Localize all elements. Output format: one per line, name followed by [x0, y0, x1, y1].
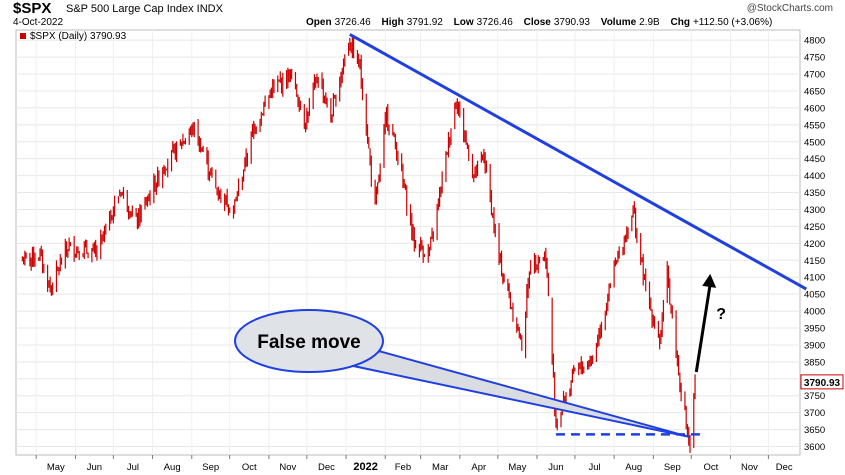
- y-tick-label: 4450: [804, 154, 825, 165]
- y-tick-label: 3700: [804, 408, 825, 419]
- y-tick-label: 4500: [804, 137, 825, 148]
- y-tick-label: 4550: [804, 120, 825, 131]
- callout-text: False move: [257, 332, 361, 353]
- y-tick-label: 4250: [804, 222, 825, 233]
- y-tick-label: 4750: [804, 53, 825, 64]
- y-tick-label: 4200: [804, 239, 825, 250]
- x-tick-label: Apr: [471, 462, 486, 473]
- resistance-trendline: [349, 33, 808, 291]
- x-tick-label: Jul: [127, 462, 139, 473]
- legend-swatch: [20, 33, 26, 39]
- x-tick-label: Oct: [242, 462, 257, 473]
- x-tick-label: Jun: [87, 462, 102, 473]
- up-arrow-shaft: [694, 283, 712, 373]
- y-tick-label: 4400: [804, 171, 825, 182]
- x-tick-label: Jul: [588, 462, 600, 473]
- low-value: 3726.46: [476, 17, 513, 28]
- x-tick-label: Nov: [279, 462, 296, 473]
- x-tick-label: Oct: [703, 462, 718, 473]
- chart-date: 4-Oct-2022: [13, 17, 64, 28]
- x-tick-label: Jun: [548, 462, 563, 473]
- x-tick-label: Mar: [432, 462, 448, 473]
- y-tick-label: 3600: [804, 442, 825, 453]
- price-bars: [21, 34, 696, 453]
- up-arrow-head: [702, 273, 717, 288]
- y-tick-label: 4100: [804, 273, 825, 284]
- brand-watermark: @StockCharts.com: [746, 3, 833, 14]
- x-tick-label: 2022: [353, 461, 377, 473]
- x-tick-label: Nov: [741, 462, 758, 473]
- question-mark: ?: [716, 306, 726, 323]
- high-label: High: [381, 17, 404, 28]
- symbol-title: $SPX: [13, 0, 52, 17]
- series-legend: $SPX (Daily) 3790.93: [20, 31, 126, 42]
- y-tick-label: 3850: [804, 357, 825, 368]
- callout-bubble: [234, 309, 384, 373]
- x-tick-label: May: [508, 462, 526, 473]
- y-tick-label: 4000: [804, 307, 825, 318]
- open-value: 3726.46: [334, 17, 371, 28]
- x-tick-label: May: [47, 462, 65, 473]
- y-tick-label: 4300: [804, 205, 825, 216]
- y-tick-label: 4600: [804, 103, 825, 114]
- plot-frame: [15, 29, 801, 456]
- chg-label: Chg: [670, 17, 690, 28]
- y-tick-label: 3900: [804, 340, 825, 351]
- x-tick-label: Sep: [202, 462, 219, 473]
- x-tick-label: Dec: [318, 462, 335, 473]
- y-tick-label: 4050: [804, 290, 825, 301]
- x-tick-label: Feb: [395, 462, 411, 473]
- close-label: Close: [523, 17, 551, 28]
- x-tick-label: Dec: [776, 462, 793, 473]
- y-tick-label: 3750: [804, 391, 825, 402]
- x-axis: May Jun Jul Aug Sep Oct Nov Dec 2022 Feb Mar Apr May…: [35, 455, 793, 473]
- ohlc-readout: Open 3726.46 High 3791.92 Low 3726.46 Close…: [306, 17, 772, 28]
- x-tick-label: Aug: [625, 462, 642, 473]
- chg-value: +112.50 (+3.06%): [692, 17, 773, 28]
- legend-label: $SPX (Daily) 3790.93: [30, 31, 127, 42]
- high-value: 3791.92: [406, 17, 443, 28]
- symbol-description: S&P 500 Large Cap Index INDX: [66, 3, 223, 15]
- volume-value: 2.9B: [639, 17, 660, 28]
- x-tick-label: Aug: [164, 462, 181, 473]
- last-price-label: 3790.93: [804, 378, 841, 389]
- x-tick-label: Sep: [664, 462, 681, 473]
- volume-label: Volume: [600, 17, 637, 28]
- y-tick-label: 4650: [804, 86, 825, 97]
- y-tick-label: 4150: [804, 256, 825, 267]
- y-tick-label: 4800: [804, 36, 825, 47]
- close-value: 3790.93: [553, 17, 590, 28]
- open-label: Open: [306, 17, 332, 28]
- low-label: Low: [453, 17, 474, 28]
- y-tick-label: 3650: [804, 425, 825, 436]
- y-tick-label: 3950: [804, 324, 825, 335]
- last-price-tag: [800, 374, 844, 390]
- y-tick-label: 4700: [804, 70, 825, 81]
- y-tick-label: 4350: [804, 188, 825, 199]
- chart-header: $SPX S&P 500 Large Cap Index INDX @Stock…: [0, 0, 845, 30]
